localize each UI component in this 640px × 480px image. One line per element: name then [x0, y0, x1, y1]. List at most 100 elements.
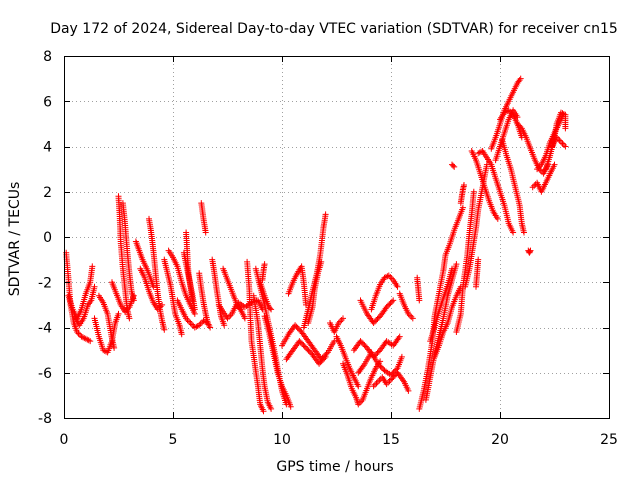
- x-tick-label: 15: [382, 432, 400, 448]
- data-point: [531, 182, 538, 189]
- series-track-38: [355, 349, 405, 378]
- data-point: [331, 338, 338, 345]
- data-point: [357, 338, 364, 345]
- data-point: [87, 338, 94, 345]
- series-track-01: [63, 249, 94, 345]
- data-point: [318, 258, 325, 265]
- x-tick-labels: 0 5 10 15 20 25: [60, 432, 618, 448]
- data-point: [386, 301, 393, 308]
- y-tick-labels: -8 -6 -4 -2 0 2 4 6 8: [38, 49, 52, 427]
- data-point: [372, 381, 378, 388]
- series-track-31: [285, 263, 309, 308]
- series-track-32: [300, 211, 329, 331]
- data-point: [237, 306, 244, 313]
- data-point: [470, 188, 477, 195]
- series-track-11: [146, 215, 168, 333]
- y-tick-label: 0: [43, 230, 52, 246]
- series-track-05: [95, 292, 118, 351]
- data-point: [394, 283, 401, 290]
- data-point: [529, 184, 536, 191]
- data-point: [383, 304, 390, 311]
- series-track-52: [475, 148, 517, 236]
- data-point: [398, 353, 405, 360]
- series-track-24: [250, 292, 275, 412]
- series-track-33: [305, 258, 325, 326]
- data-point: [389, 375, 396, 382]
- series-track-63: [449, 161, 458, 170]
- data-point: [374, 349, 381, 356]
- data-point: [405, 387, 412, 394]
- x-tick-label: 20: [491, 432, 509, 448]
- series-track-50: [473, 256, 482, 290]
- data-point: [358, 339, 365, 346]
- series-track-49: [462, 161, 490, 290]
- data-point: [510, 229, 517, 236]
- data-point: [317, 359, 324, 366]
- series-track-37: [350, 333, 403, 360]
- series-track-42: [396, 290, 416, 322]
- series-track-08: [109, 279, 137, 315]
- data-point: [293, 323, 300, 330]
- data-point: [221, 322, 228, 329]
- data-point: [187, 320, 194, 326]
- data-point: [360, 340, 367, 347]
- data-point: [409, 315, 416, 322]
- data-point: [115, 310, 122, 317]
- chart-title: Day 172 of 2024, Sidereal Day-to-day VTE…: [50, 21, 618, 37]
- grid: [64, 56, 609, 418]
- y-tick-label: 6: [43, 94, 52, 110]
- data-point: [260, 408, 267, 415]
- data-point: [340, 315, 346, 322]
- data-point: [130, 292, 137, 299]
- series-track-28: [259, 261, 268, 283]
- series-track-29: [279, 322, 338, 363]
- series-track-04: [91, 310, 122, 356]
- series-track-40: [368, 272, 401, 313]
- data-point: [560, 142, 567, 148]
- series-track-56: [499, 136, 527, 236]
- data-point: [562, 125, 569, 132]
- data-point: [370, 320, 377, 326]
- data-point: [321, 355, 328, 362]
- data-point: [261, 261, 268, 268]
- data-point: [299, 340, 306, 347]
- data-point: [189, 297, 196, 304]
- data-point: [89, 263, 96, 270]
- data-point: [296, 338, 303, 345]
- y-tick-label: -6: [38, 366, 52, 382]
- data-point: [323, 350, 330, 357]
- data-point: [378, 364, 385, 371]
- data-point: [387, 300, 394, 307]
- series-track-26: [257, 279, 275, 313]
- data-point: [267, 305, 273, 312]
- data-point: [91, 283, 98, 290]
- series-track-46: [427, 265, 455, 345]
- data-point: [287, 403, 294, 410]
- data-point: [361, 342, 368, 349]
- y-tick-label: -2: [38, 275, 52, 291]
- data-point: [416, 297, 423, 304]
- x-tick-label: 0: [60, 432, 69, 448]
- y-tick-label: 2: [43, 185, 52, 201]
- series-track-19: [209, 256, 228, 329]
- data-point: [178, 331, 185, 338]
- data-point: [241, 315, 248, 322]
- series-track-30: [283, 338, 329, 367]
- series-track-27: [261, 313, 294, 410]
- data-point: [268, 306, 275, 313]
- data-point: [305, 347, 312, 354]
- x-tick-label: 10: [273, 432, 291, 448]
- data-point: [388, 376, 394, 383]
- data-point: [551, 161, 558, 168]
- data-point: [370, 383, 377, 390]
- series-track-16: [183, 229, 196, 304]
- series-track-21: [220, 265, 244, 313]
- data-point: [322, 211, 329, 218]
- series-track-02: [65, 263, 96, 322]
- data-point: [384, 273, 391, 280]
- y-tick-label: 4: [43, 140, 52, 156]
- data-point: [373, 317, 380, 324]
- data-point: [150, 283, 157, 290]
- data-point: [449, 265, 455, 272]
- data-point: [390, 373, 397, 380]
